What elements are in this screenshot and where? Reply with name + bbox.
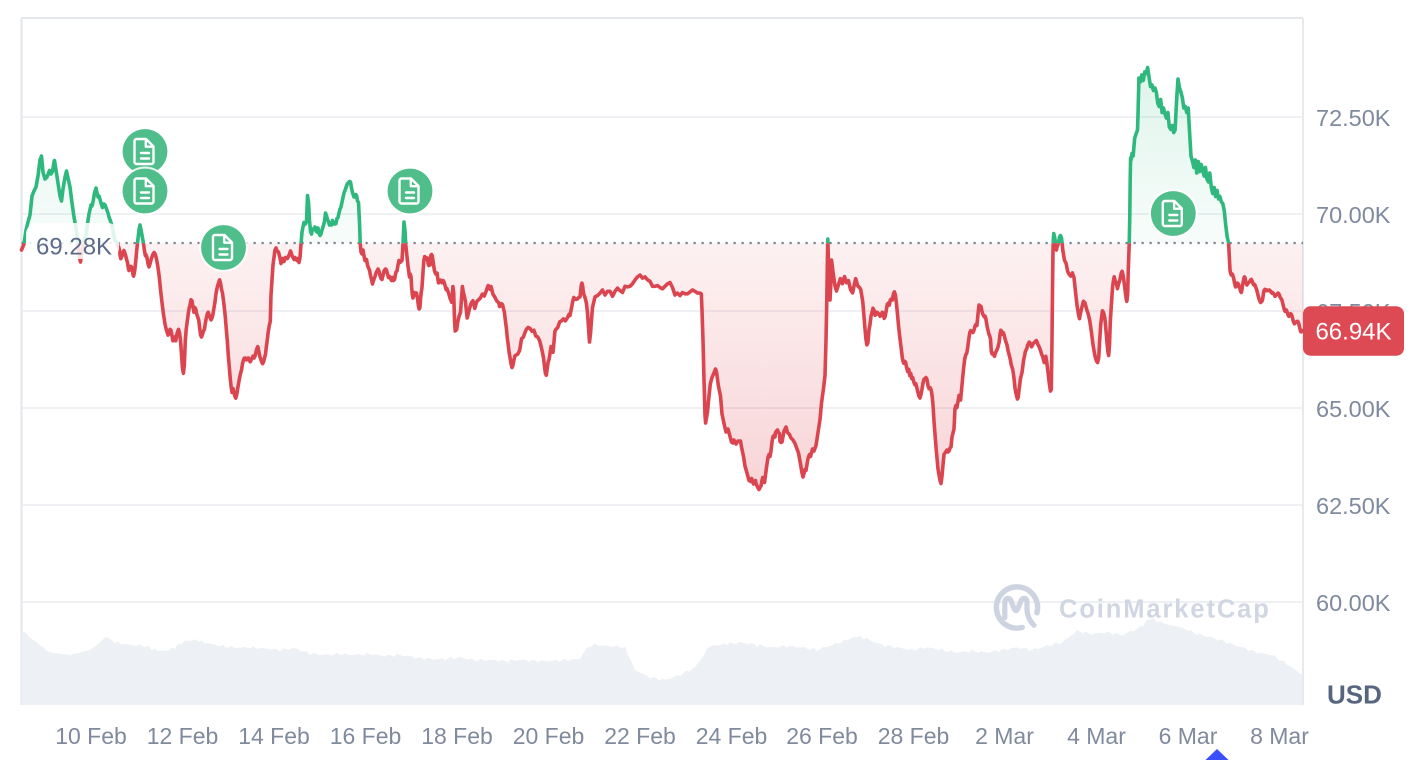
- svg-text:24 Feb: 24 Feb: [696, 723, 768, 749]
- svg-text:72.50K: 72.50K: [1316, 105, 1391, 131]
- svg-text:USD: USD: [1327, 680, 1382, 710]
- svg-text:62.50K: 62.50K: [1316, 493, 1391, 519]
- svg-text:22 Feb: 22 Feb: [604, 723, 676, 749]
- svg-text:16 Feb: 16 Feb: [330, 723, 402, 749]
- svg-text:4 Mar: 4 Mar: [1067, 723, 1126, 749]
- svg-text:69.28K: 69.28K: [36, 234, 112, 261]
- svg-text:18 Feb: 18 Feb: [421, 723, 493, 749]
- svg-text:66.94K: 66.94K: [1315, 319, 1391, 346]
- svg-text:CoinMarketCap: CoinMarketCap: [1059, 595, 1271, 623]
- svg-text:2 Mar: 2 Mar: [975, 723, 1034, 749]
- svg-text:26 Feb: 26 Feb: [786, 723, 858, 749]
- svg-text:12 Feb: 12 Feb: [147, 723, 219, 749]
- svg-text:28 Feb: 28 Feb: [878, 723, 950, 749]
- svg-text:65.00K: 65.00K: [1316, 396, 1391, 422]
- svg-text:60.00K: 60.00K: [1316, 590, 1391, 616]
- svg-text:6 Mar: 6 Mar: [1159, 723, 1218, 749]
- svg-text:70.00K: 70.00K: [1316, 202, 1391, 228]
- svg-text:20 Feb: 20 Feb: [513, 723, 585, 749]
- svg-text:10 Feb: 10 Feb: [55, 723, 127, 749]
- svg-text:8 Mar: 8 Mar: [1250, 723, 1309, 749]
- svg-text:14 Feb: 14 Feb: [238, 723, 310, 749]
